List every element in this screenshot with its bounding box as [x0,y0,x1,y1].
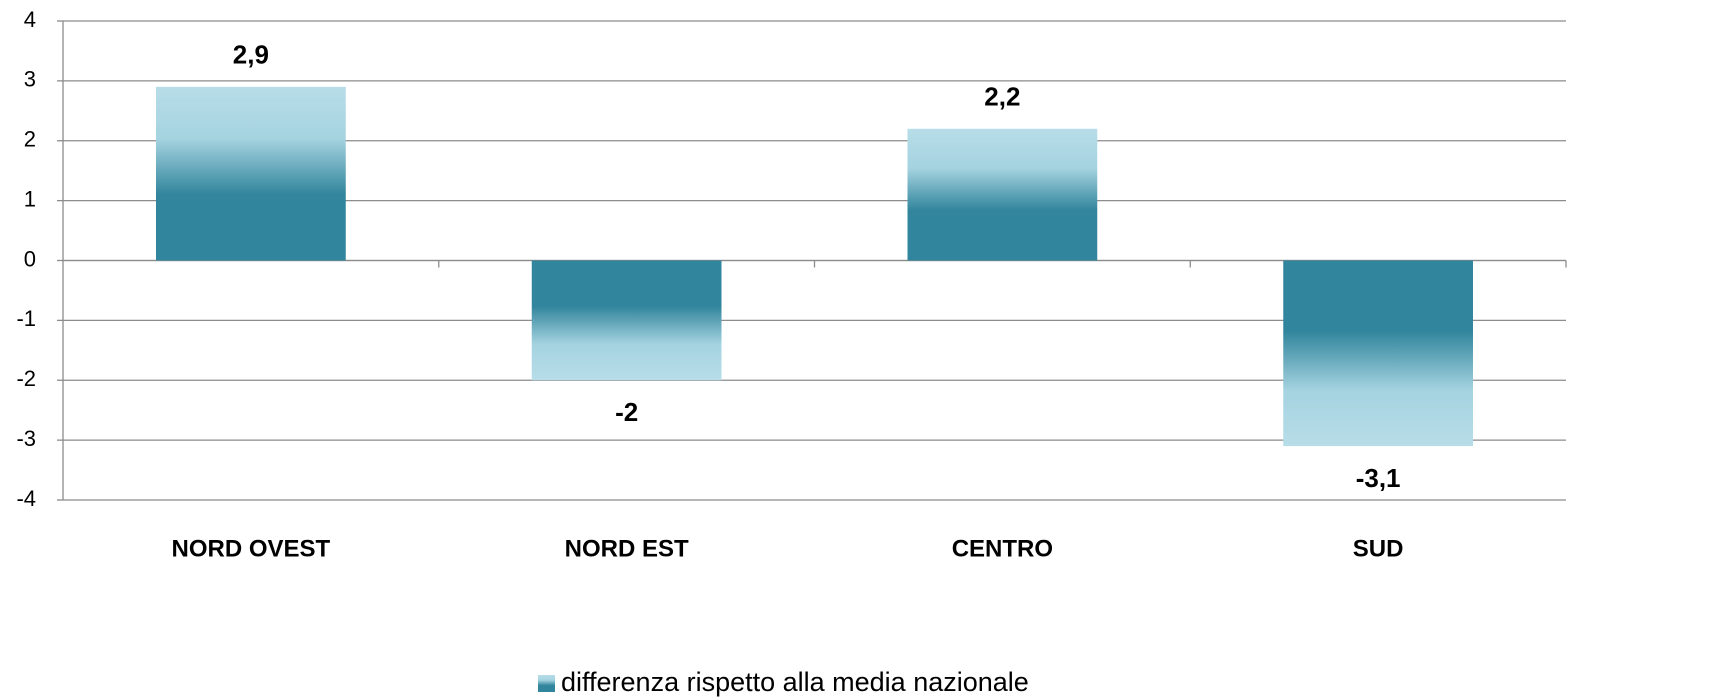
value-label: -3,1 [1356,463,1401,493]
y-tick-label: 2 [24,127,36,152]
y-tick-label: 3 [24,67,36,92]
bar [531,260,722,381]
legend-swatch [538,675,555,692]
value-label: 2,9 [233,40,269,70]
x-tick-label: NORD EST [565,535,689,562]
legend: differenza rispetto alla media nazionale [538,667,1029,697]
y-tick-label: 1 [24,186,36,211]
value-label: 2,2 [984,82,1020,112]
x-tick-label: SUD [1353,535,1404,562]
y-tick-label: -2 [16,366,36,391]
y-tick-label: -1 [16,306,36,331]
y-tick-label: 0 [24,246,36,271]
value-label: -2 [615,397,638,427]
legend-label: differenza rispetto alla media nazionale [561,667,1029,697]
bar [155,86,346,261]
y-tick-label: 4 [24,7,36,32]
bar [1283,260,1474,447]
x-tick-label: NORD OVEST [172,535,331,562]
y-tick-label: -3 [16,426,36,451]
bar [907,128,1098,261]
y-tick-label: -4 [16,486,36,511]
x-tick-label: CENTRO [952,535,1053,562]
